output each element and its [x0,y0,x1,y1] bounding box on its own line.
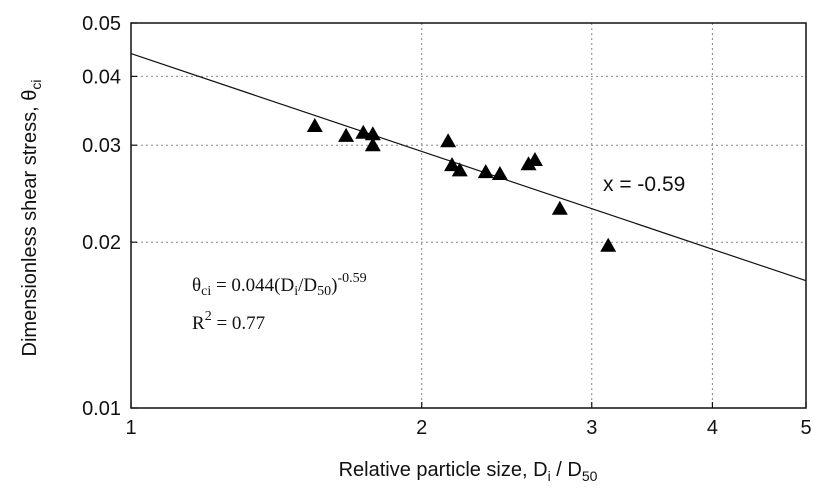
xlabel-sub-i: i [548,468,551,484]
data-point-triangle [306,118,323,133]
x-tick-label: 2 [416,417,427,439]
data-point-triangle [600,237,617,252]
data-point-triangle [338,127,355,142]
data-points [306,118,617,252]
data-point-triangle [477,164,494,179]
grid-lines [131,23,806,408]
data-point-triangle [364,137,381,152]
x-tick-label: 3 [586,417,597,439]
slope-annotation: x = -0.59 [603,173,685,196]
y-tick-label: 0.04 [82,66,121,88]
r2-sup: 2 [205,309,212,324]
x-tick-label: 1 [125,417,136,439]
fit-equation: θci = 0.044(Di/D50)-0.59 [192,271,367,299]
eq-close: ) [331,275,337,296]
eq-theta-sub: ci [201,284,211,299]
x-tick-label: 4 [707,417,718,439]
eq-exponent: -0.59 [337,271,366,286]
fit-line [130,53,807,282]
data-point-triangle [444,157,461,172]
xlabel-mid: / D [551,459,582,481]
data-point-triangle [440,133,457,148]
tick-labels: 1 2 3 4 5 0.01 0.02 0.03 0.04 0.05 [82,13,812,439]
eq-d50-sub: 50 [317,284,331,299]
y-tick-label: 0.03 [82,135,121,157]
plot-frame [130,22,807,409]
data-point-triangle [491,165,508,180]
data-point-triangle [551,200,568,215]
eq-theta: θ [192,275,201,296]
y-axis-label: Dimensionless shear stress, θci [19,80,44,357]
r2-rest: = 0.77 [212,313,265,334]
xlabel-sub-50: 50 [582,468,598,484]
eq-slash: /D [298,275,317,296]
data-point-triangle [520,156,537,171]
data-point-triangle [451,162,468,177]
eq-mid: = 0.044(D [211,275,294,296]
x-axis-label: Relative particle size, Di / D50 [339,459,598,484]
data-point-triangle [355,124,372,139]
r2-r: R [192,313,205,334]
ylabel-sub: ci [28,80,44,90]
xlabel-main: Relative particle size, D [339,459,548,481]
r-squared: R2 = 0.77 [192,309,265,334]
axis-ticks [130,22,807,409]
ylabel-main: Dimensionless shear stress, θ [19,90,41,357]
y-tick-label: 0.01 [82,398,121,420]
x-tick-label: 5 [800,417,811,439]
y-tick-label: 0.02 [82,232,121,254]
data-point-triangle [364,126,381,141]
y-tick-label: 0.05 [82,13,121,35]
data-point-triangle [526,151,543,166]
eq-d-sub: i [294,284,298,299]
